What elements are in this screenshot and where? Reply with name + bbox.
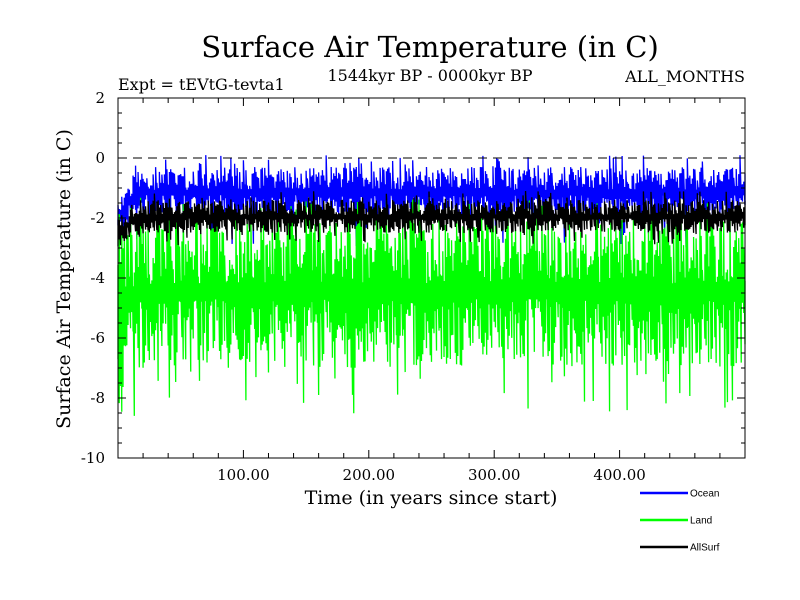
x-tick-label: 200.00 (343, 466, 396, 484)
axes: 100.00 200.00 300.00 400.00 2 0 -2 -4 -6 -8 -10 (81, 89, 745, 484)
y-tick-label: 2 (95, 89, 105, 107)
legend: Ocean Land AllSurf (640, 489, 720, 554)
x-tick-label: 100.00 (217, 466, 270, 484)
y-tick-label: -10 (81, 449, 105, 467)
series-land (117, 197, 746, 416)
y-tick-label: -8 (90, 389, 105, 407)
time-range-label: 1544kyr BP - 0000kyr BP (328, 66, 533, 85)
legend-label-land: Land (690, 516, 712, 527)
x-tick-label: 300.00 (468, 466, 521, 484)
y-axis-label: Surface Air Temperature (in C) (53, 129, 75, 429)
experiment-label: Expt = tEVtG-tevta1 (118, 75, 285, 94)
months-label: ALL_MONTHS (624, 67, 745, 86)
y-tick-label: -2 (90, 209, 105, 227)
y-tick-label: -4 (90, 269, 105, 287)
legend-label-ocean: Ocean (690, 489, 719, 500)
x-tick-label: 400.00 (593, 466, 646, 484)
plot-series (117, 155, 746, 416)
chart-title: Surface Air Temperature (in C) (201, 30, 659, 64)
y-tick-label: 0 (95, 149, 105, 167)
plot-frame (117, 97, 746, 459)
series-allsurf (117, 190, 746, 247)
series-ocean (117, 155, 746, 248)
x-axis-label: Time (in years since start) (305, 487, 558, 509)
legend-label-allsurf: AllSurf (690, 543, 720, 554)
y-tick-label: -6 (90, 329, 105, 347)
